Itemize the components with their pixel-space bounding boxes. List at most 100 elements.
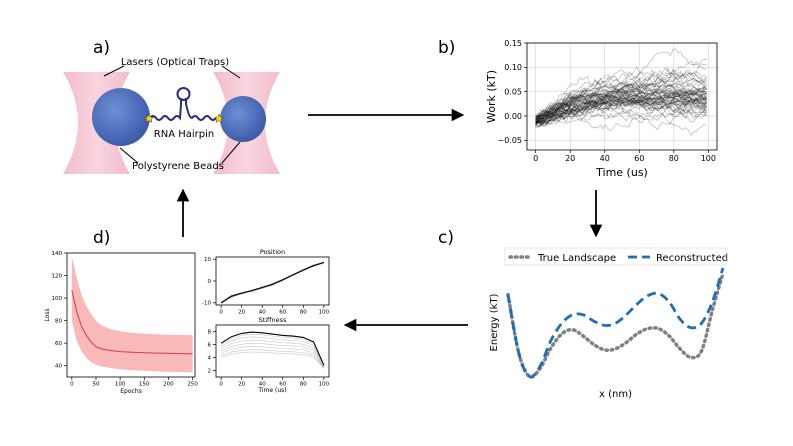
loss-tick-label-y: 120 (52, 273, 63, 279)
loss-tick-label-x: 250 (187, 382, 198, 388)
work-trace-line (535, 94, 707, 120)
work-trace-line (535, 96, 707, 124)
position-title: Position (260, 248, 285, 256)
work-trace-line (535, 92, 707, 121)
landscape-y-axis-label: Energy (kT) (489, 293, 500, 351)
loss-tick-label-y: 80 (55, 319, 62, 325)
work-trace-line (535, 97, 707, 132)
energy-landscape-chart: True Landscape Reconstructed x (nm) Energy … (489, 247, 728, 400)
work-trace-line (535, 94, 707, 127)
work-tick-label-y: 0.10 (504, 63, 522, 72)
legend-box (504, 247, 727, 266)
position-tick-label-x: 40 (259, 310, 266, 316)
work-tick-label-x: 0 (533, 154, 538, 163)
stiffness-trace-line (220, 333, 325, 366)
position-tick-label-y: 0 (208, 279, 212, 285)
loss-tick-label-y: 40 (55, 364, 62, 370)
work-trace-line (535, 82, 707, 124)
work-tick-label-y: 0.00 (504, 112, 522, 121)
stiffness-tick-label-x: 60 (279, 382, 286, 388)
work-trace-line (535, 60, 707, 118)
work-trace-line (535, 80, 707, 122)
stiffness-tick-label-x: 40 (259, 382, 266, 388)
work-trace-line (535, 97, 707, 125)
work-trace-line (535, 96, 707, 124)
work-trace-line (535, 89, 707, 121)
loss-tick-label-x: 150 (139, 382, 150, 388)
stiffness-tick-label-y: 6 (208, 342, 212, 348)
work-trace-line (535, 66, 707, 123)
work-trace-line (535, 78, 707, 117)
position-tick-label-x: 60 (279, 310, 286, 316)
loss-mean-line (71, 290, 193, 355)
work-trace-line (535, 108, 707, 128)
loss-tick-label-x: 0 (70, 382, 74, 388)
position-tick-label-x: 80 (300, 310, 307, 316)
work-trace-line (535, 84, 707, 123)
work-trace-line (535, 85, 707, 125)
loss-chart: 0 50 100 150 200 250 40 60 80 100 120 140 Epochs Loss (44, 251, 198, 395)
work-trace-line (535, 93, 707, 124)
work-trace-line (535, 92, 707, 120)
loss-frame (66, 252, 196, 378)
attachment-star-right (213, 113, 225, 123)
work-trace-line (535, 80, 707, 120)
work-trace-line (535, 100, 707, 128)
work-trace-line (535, 99, 707, 127)
beads-pointer-left (119, 147, 139, 164)
position-mean-line (220, 261, 325, 304)
work-trace-line (535, 75, 707, 127)
work-chart: 0 20 40 60 80 100 −0.05 0.00 0.05 0.10 0.15 Time (u… (485, 39, 718, 179)
stiffness-mean-line (220, 331, 325, 366)
work-trace-line (535, 92, 707, 120)
rna-hairpin-strand (149, 98, 218, 121)
landscape-series-line-0 (506, 271, 725, 379)
work-trace-line (535, 69, 707, 125)
work-tick-label-x: 40 (600, 154, 610, 163)
work-tick-label-x: 60 (634, 154, 644, 163)
work-x-axis-label: Time (us) (595, 166, 648, 179)
work-trace-line (535, 82, 707, 121)
stiffness-tick-label-y: 8 (208, 329, 212, 335)
legend-label-0: True Landscape (537, 253, 616, 264)
lasers-pointer-right (221, 65, 241, 79)
work-trace-line (535, 89, 707, 122)
work-trace-line (535, 95, 707, 126)
stiffness-title: Stiffness (259, 316, 287, 324)
work-trace-line (535, 90, 707, 124)
panel-c-letter: c) (438, 228, 454, 248)
work-trace-line (535, 74, 707, 122)
stiffness-trace-line (221, 351, 325, 369)
work-trace-line (535, 89, 707, 124)
work-tick-label-x: 80 (669, 154, 679, 163)
work-trace-line (535, 91, 707, 126)
work-trace-line (535, 91, 707, 123)
position-tick-label-x: 100 (319, 310, 330, 316)
position-frame (215, 256, 330, 306)
work-trace-line (535, 69, 707, 120)
stiffness-x-axis-label: Time (us) (257, 387, 286, 394)
stiffness-trace-line (220, 349, 325, 369)
work-trace-line (535, 92, 707, 124)
loss-tick-label-x: 50 (92, 382, 99, 388)
panel-a-letter: a) (93, 38, 110, 58)
loss-x-axis-label: Epochs (120, 388, 142, 395)
stiffness-trace-line (220, 339, 325, 367)
work-trace-line (535, 85, 707, 119)
work-trace-line (535, 71, 707, 122)
work-tick-label-y: −0.05 (497, 136, 522, 145)
landscape-x-axis-label: x (nm) (599, 389, 632, 400)
work-trace-line (535, 99, 707, 124)
stiffness-trace-line (220, 336, 325, 367)
bead-right (220, 96, 266, 142)
work-trace-line (535, 100, 707, 136)
work-trace-line (535, 89, 707, 120)
stiffness-trace-line (220, 346, 325, 368)
position-tick-label-y: 10 (204, 257, 211, 263)
work-trace-line (535, 80, 707, 125)
work-trace-line (535, 98, 707, 123)
rna-hairpin-loop (176, 87, 191, 101)
loss-tick-label-x: 100 (115, 382, 126, 388)
work-trace-line (535, 93, 707, 123)
